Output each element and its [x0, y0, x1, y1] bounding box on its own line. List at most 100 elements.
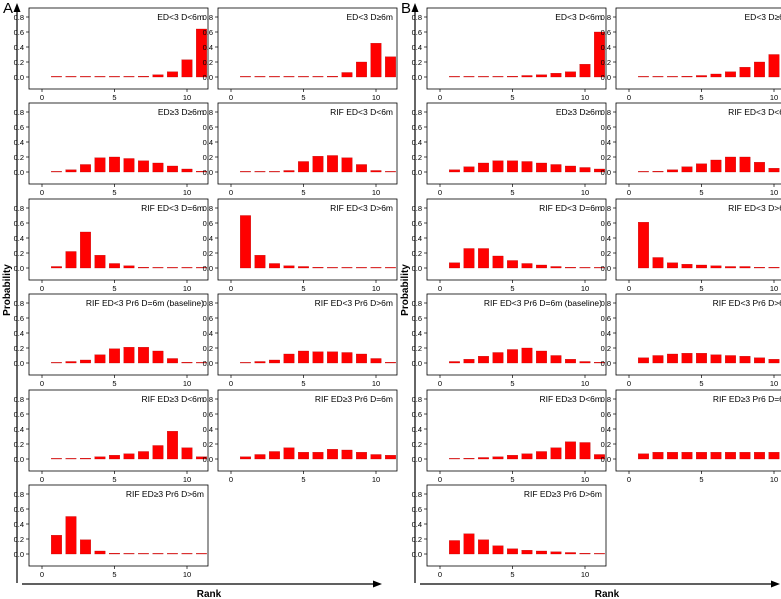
x-axis-arrowhead	[771, 580, 780, 588]
bar	[269, 359, 280, 364]
y-tick-label: 0.8	[14, 13, 24, 22]
bar	[181, 553, 193, 555]
bar	[492, 255, 504, 269]
subplot-frame	[217, 293, 398, 376]
y-tick-label: 0.0	[601, 168, 611, 177]
bar	[356, 267, 367, 269]
subplot-frame	[426, 293, 607, 376]
bar	[550, 164, 562, 173]
subplot-title: RIF ED<3 Pr6 D=6m (baseline)	[86, 298, 204, 308]
x-tick-label: 10	[372, 284, 380, 293]
bar	[269, 171, 280, 173]
subplot: RIF ED≥3 Pr6 D=6m 0.0 0.2 0.4 0.6 0.8 0 5 10	[203, 389, 398, 484]
bar	[152, 553, 164, 555]
subplot-title: RIF ED<3 D<6m	[728, 107, 781, 117]
bar	[152, 74, 164, 78]
bar	[739, 452, 751, 460]
bar	[449, 262, 460, 269]
bar	[51, 362, 62, 364]
panel-B: B Probability Rank ED<3 D<6m 0.0 0.2 0.4 0.6 0.8…	[400, 0, 781, 599]
bar	[138, 267, 149, 269]
bar	[312, 76, 324, 78]
y-tick-label: 0.4	[601, 43, 611, 52]
x-tick-label: 0	[438, 570, 442, 579]
y-tick-label: 0.8	[412, 299, 422, 308]
x-tick-label: 0	[40, 93, 44, 102]
x-tick-label: 0	[438, 379, 442, 388]
subplot-title: RIF ED<3 D<6m	[330, 107, 393, 117]
y-tick-label: 0.4	[14, 520, 24, 529]
y-tick-label: 0.0	[412, 264, 422, 273]
bar	[51, 535, 62, 555]
bar	[269, 263, 280, 269]
subplot-title: RIF ED≥3 D<6m	[141, 394, 204, 404]
x-tick-label: 5	[510, 475, 514, 484]
bar	[463, 166, 475, 173]
subplot-frame	[426, 7, 607, 90]
x-tick-label: 5	[510, 93, 514, 102]
subplot: RIF ED<3 D<6m 0.0 0.2 0.4 0.6 0.8 0 5 10	[601, 102, 781, 197]
bar	[507, 76, 518, 78]
subplot-title: ED<3 D≥6m	[347, 12, 393, 22]
subplot: RIF ED≥3 D<6m 0.0 0.2 0.4 0.6 0.8 0 5 10	[412, 389, 607, 484]
y-tick-label: 0.8	[14, 395, 24, 404]
bar	[80, 539, 91, 555]
bar	[254, 361, 266, 364]
subplot: ED<3 D≥6m 0.0 0.2 0.4 0.6 0.8 0 5 10	[601, 7, 781, 102]
y-tick-label: 0.6	[203, 314, 213, 323]
bar	[65, 76, 77, 78]
x-axis-label: Rank	[197, 589, 222, 599]
bar	[385, 56, 396, 78]
bar	[341, 449, 353, 460]
bar	[138, 553, 149, 555]
bar	[710, 354, 722, 364]
y-tick-label: 0.0	[14, 264, 24, 273]
x-tick-label: 10	[581, 379, 589, 388]
y-tick-label: 0.6	[203, 28, 213, 37]
y-tick-label: 0.8	[412, 395, 422, 404]
bar	[356, 452, 367, 460]
bar	[579, 553, 591, 555]
bar	[51, 171, 62, 173]
bar	[696, 452, 707, 460]
y-tick-label: 0.8	[601, 299, 611, 308]
y-tick-label: 0.2	[203, 440, 213, 449]
bar	[385, 267, 396, 269]
y-tick-label: 0.8	[203, 13, 213, 22]
bar	[652, 452, 664, 460]
subplot: ED≥3 D≥6m 0.0 0.2 0.4 0.6 0.8 0 5 10	[412, 102, 607, 197]
subplot: RIF ED≥3 Pr6 D>6m 0.0 0.2 0.4 0.6 0.8 0 5 10	[14, 484, 209, 579]
subplot: RIF ED<3 D>6m 0.0 0.2 0.4 0.6 0.8 0 5 10	[203, 198, 398, 293]
subplot-title: RIF ED<3 D=6m	[539, 203, 602, 213]
bar	[739, 356, 751, 364]
bar	[167, 553, 178, 555]
bar	[123, 553, 135, 555]
bar	[754, 267, 765, 269]
subplot: ED<3 D≥6m 0.0 0.2 0.4 0.6 0.8 0 5 10	[203, 7, 398, 102]
y-tick-label: 0.4	[203, 234, 213, 243]
x-tick-label: 10	[581, 93, 589, 102]
y-tick-label: 0.0	[412, 359, 422, 368]
bar	[181, 362, 193, 364]
subplot-title: RIF ED<3 D>6m	[330, 203, 393, 213]
bar	[94, 354, 106, 364]
y-tick-label: 0.0	[14, 73, 24, 82]
y-tick-label: 0.8	[601, 108, 611, 117]
y-tick-label: 0.8	[412, 108, 422, 117]
x-tick-label: 10	[770, 379, 778, 388]
subplot-frame	[426, 389, 607, 472]
bar	[638, 453, 649, 460]
bar	[754, 162, 765, 173]
bar	[550, 73, 562, 78]
x-tick-label: 0	[229, 475, 233, 484]
subplot-title: RIF ED≥3 Pr6 D>6m	[126, 489, 204, 499]
x-tick-label: 5	[699, 188, 703, 197]
y-tick-label: 0.0	[601, 73, 611, 82]
y-tick-label: 0.2	[203, 344, 213, 353]
x-tick-label: 0	[40, 284, 44, 293]
subplot-title: RIF ED<3 Pr6 D>6m	[713, 298, 781, 308]
bar	[65, 251, 77, 269]
bar	[725, 71, 736, 78]
bar	[283, 447, 295, 460]
